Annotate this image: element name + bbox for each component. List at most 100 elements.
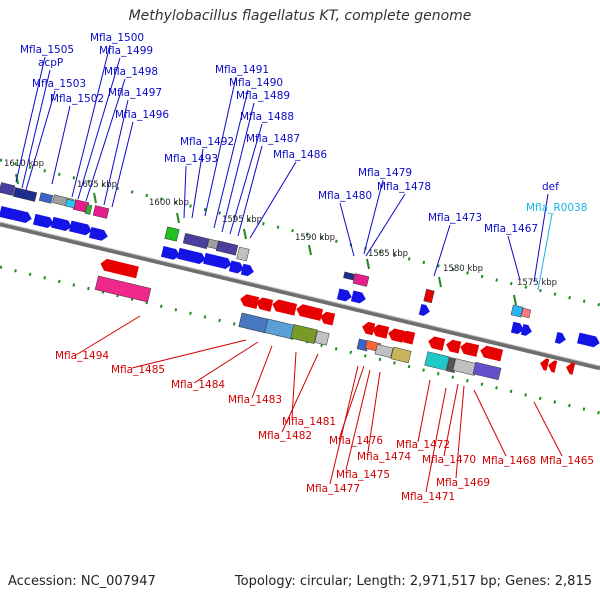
scale-label: 1605 kbp [77,180,117,190]
reverse-gene-label: Mfla_1484 [171,379,225,391]
forward-gene-label: acpP [38,57,63,69]
label-leader-line [291,351,297,419]
label-leader-line [77,57,121,200]
label-leader-line [443,383,459,457]
gene-arrow-reverse [388,328,406,343]
gene-arrow-reverse [272,299,298,316]
feature-block [236,246,250,262]
label-leader-line [213,89,249,229]
gene-arrow-forward [336,288,352,302]
label-leader-line [25,90,56,191]
label-leader-line [229,123,263,235]
scale-label: 1600 kbp [149,198,189,208]
label-leader-line [367,371,381,453]
label-leader-line [455,385,465,479]
map-title: Methylobacillus flagellatus KT, complete… [128,8,472,24]
reverse-gene-label: Mfla_1482 [258,430,312,442]
reverse-gene-label: Mfla_1470 [422,454,476,466]
gene-arrow-forward [228,260,244,274]
gene-arrow-forward [69,220,92,236]
feature-block [352,273,370,287]
label-leader-line [71,44,111,198]
label-leader-line [537,213,553,291]
forward-gene-label: Mfla_1487 [246,133,300,145]
gene-arrow-reverse [372,324,390,339]
scale-label: 1590 kbp [295,233,335,243]
feature-block [343,271,355,281]
gene-arrow-forward [577,332,600,348]
gene-arrow-forward [160,246,180,260]
label-leader-line [473,389,507,457]
gene-arrow-forward [510,321,524,335]
accession-label: Accession: NC_007947 [8,574,156,589]
feature-block [65,198,76,209]
feature-block [390,346,412,364]
reverse-gene-label: Mfla_1468 [482,455,536,467]
feature-block [264,318,296,340]
forward-gene-label: Mfla_1503 [32,78,86,90]
forward-gene-label: Mfla_1499 [99,45,153,57]
label-leader-line [51,105,71,185]
feature-block [314,330,330,346]
scale-label: 1575 kbp [517,278,557,288]
label-leader-line [251,345,273,399]
reverse-gene-label: Mfla_1483 [228,394,282,406]
label-leader-line [75,315,141,356]
forward-gene-label: Mfla_1493 [164,153,218,165]
gene-arrow-reverse [540,358,550,371]
kbp-major-tick [176,212,180,224]
label-leader-line [103,99,129,206]
gene-arrow-forward [203,252,232,269]
feature-block [472,361,502,381]
label-leader-line [339,202,355,257]
forward-gene-label: Mfla_1473 [428,212,482,224]
genome-backbone-highlight [0,221,600,367]
label-leader-line [433,224,451,277]
kbp-major-tick [438,276,442,288]
label-leader-line [249,161,297,239]
forward-gene-label: Mfla_1498 [104,66,158,78]
forward-gene-label: Mfla_1480 [318,190,372,202]
gene-arrow-reverse [480,345,504,362]
label-leader-line [281,353,319,433]
feature-block [94,275,152,303]
label-leader-line [131,339,247,369]
label-leader-line [507,235,521,281]
forward-gene-label: Mfla_1489 [236,90,290,102]
forward-gene-label: Mfla_1490 [229,77,283,89]
feature-block [12,187,38,202]
reverse-gene-label: Mfla_1494 [55,350,109,362]
forward-gene-label: Mfla_1500 [90,32,144,44]
label-leader-line [417,379,431,443]
feature-block [424,351,450,371]
label-leader-line [363,179,384,255]
label-leader-line [329,365,359,485]
gene-arrow-reverse [240,294,260,309]
label-leader-line [183,165,187,219]
feature-block [164,226,180,242]
label-leader-line [191,148,204,219]
kbp-major-tick [366,258,370,270]
feature-block [0,182,16,196]
feature-block [423,288,435,304]
forward-gene-label: Mfla_1497 [108,87,162,99]
forward-gene-label: Mfla_1502 [50,93,104,105]
rna-gene-label: Mfla_R0038 [526,202,587,214]
label-leader-line [365,193,406,257]
label-leader-line [15,56,46,183]
gene-arrow-forward [418,303,430,316]
forward-gene-label: Mfla_1492 [180,136,234,148]
kbp-major-tick [93,192,97,204]
feature-block [520,307,532,319]
scale-label: 1610 kbp [4,159,44,169]
feature-block [182,233,210,249]
genome-backbone [0,221,600,371]
gene-arrow-forward [32,213,54,229]
feature-block [92,205,110,219]
label-leader-line [533,193,549,283]
forward-gene-label: Mfla_1488 [240,111,294,123]
label-leader-line [204,76,237,217]
reverse-gene-label: Mfla_1465 [540,455,594,467]
scale-label: 1580 kbp [443,264,483,274]
